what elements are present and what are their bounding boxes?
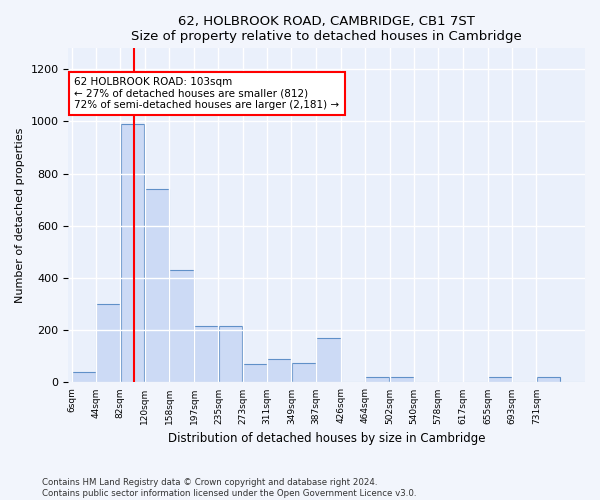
Bar — [169, 270, 194, 382]
Bar — [390, 377, 413, 382]
X-axis label: Distribution of detached houses by size in Cambridge: Distribution of detached houses by size … — [168, 432, 485, 445]
Text: Contains HM Land Registry data © Crown copyright and database right 2024.
Contai: Contains HM Land Registry data © Crown c… — [42, 478, 416, 498]
Bar — [536, 377, 560, 382]
Bar — [96, 304, 120, 382]
Text: 62 HOLBROOK ROAD: 103sqm
← 27% of detached houses are smaller (812)
72% of semi-: 62 HOLBROOK ROAD: 103sqm ← 27% of detach… — [74, 77, 339, 110]
Bar — [145, 190, 169, 382]
Bar — [218, 326, 242, 382]
Bar — [365, 377, 389, 382]
Bar — [488, 377, 512, 382]
Bar — [268, 359, 291, 382]
Bar — [121, 124, 145, 382]
Bar — [194, 326, 218, 382]
Bar — [292, 363, 316, 382]
Y-axis label: Number of detached properties: Number of detached properties — [15, 128, 25, 303]
Title: 62, HOLBROOK ROAD, CAMBRIDGE, CB1 7ST
Size of property relative to detached hous: 62, HOLBROOK ROAD, CAMBRIDGE, CB1 7ST Si… — [131, 15, 522, 43]
Bar — [316, 338, 341, 382]
Bar — [243, 364, 267, 382]
Bar — [72, 372, 96, 382]
